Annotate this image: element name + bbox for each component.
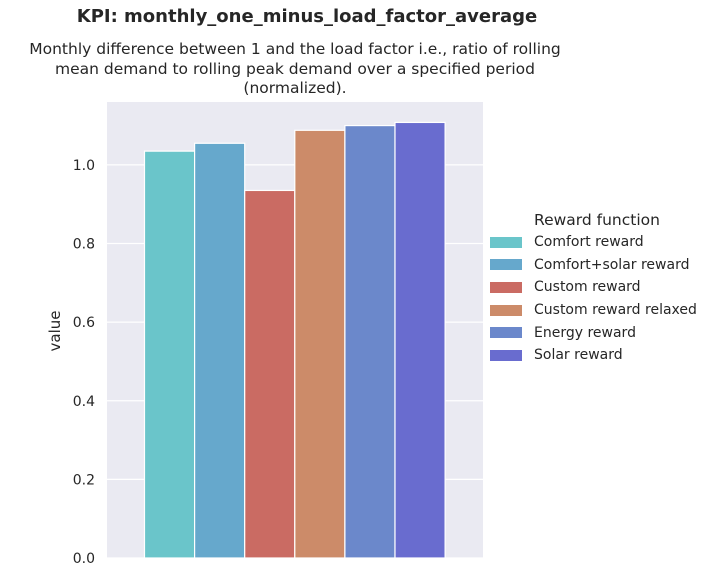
bar-custom-reward	[244, 189, 296, 559]
legend-label: Custom reward relaxed	[534, 302, 697, 319]
y-tick-label: 0.0	[73, 551, 95, 567]
chart-subtitle: Monthly difference between 1 and the loa…	[0, 40, 590, 99]
legend-label: Solar reward	[534, 347, 623, 364]
legend-swatch	[490, 304, 522, 316]
legend-label: Energy reward	[534, 324, 636, 341]
y-axis-label: value	[46, 311, 64, 352]
legend-item: Solar reward	[490, 344, 726, 367]
y-tick-label: 0.4	[73, 394, 95, 410]
legend: Reward function Comfort reward Comfort+so…	[490, 209, 726, 367]
legend-swatch	[490, 349, 522, 361]
legend-item: Custom reward	[490, 276, 726, 299]
chart-title: KPI: monthly_one_minus_load_factor_avera…	[76, 6, 538, 27]
subtitle-line-2: mean demand to rolling peak demand over …	[55, 59, 535, 78]
legend-item: Energy reward	[490, 321, 726, 344]
legend-item: Comfort reward	[490, 231, 726, 254]
legend-label: Custom reward	[534, 279, 641, 296]
legend-swatch	[490, 327, 522, 339]
bars	[143, 121, 446, 559]
legend-item: Comfort+solar reward	[490, 254, 726, 277]
y-tick-labels: 0.0 0.2 0.4 0.6 0.8 1.0	[73, 158, 95, 567]
legend-item: Custom reward relaxed	[490, 299, 726, 322]
bar-solar-reward	[394, 121, 446, 559]
bar-comfort-solar-reward	[194, 142, 246, 559]
y-tick-label: 0.8	[73, 237, 95, 253]
legend-swatch	[490, 259, 522, 271]
bar-energy-reward	[344, 124, 396, 559]
legend-label: Comfort reward	[534, 234, 644, 251]
bar-custom-reward-relaxed	[294, 129, 346, 559]
y-tick-label: 0.6	[73, 315, 95, 331]
subtitle-line-3: (normalized).	[243, 79, 347, 97]
legend-title: Reward function	[534, 211, 660, 229]
legend-swatch	[490, 236, 522, 248]
legend-label: Comfort+solar reward	[534, 256, 690, 273]
y-tick-label: 1.0	[73, 158, 95, 174]
bar-comfort-reward	[143, 150, 196, 559]
y-tick-label: 0.2	[73, 472, 95, 488]
subtitle-line-1: Monthly difference between 1 and the loa…	[29, 40, 561, 58]
legend-swatch	[490, 281, 522, 293]
legend-items: Comfort reward Comfort+solar reward Custom…	[490, 231, 726, 367]
